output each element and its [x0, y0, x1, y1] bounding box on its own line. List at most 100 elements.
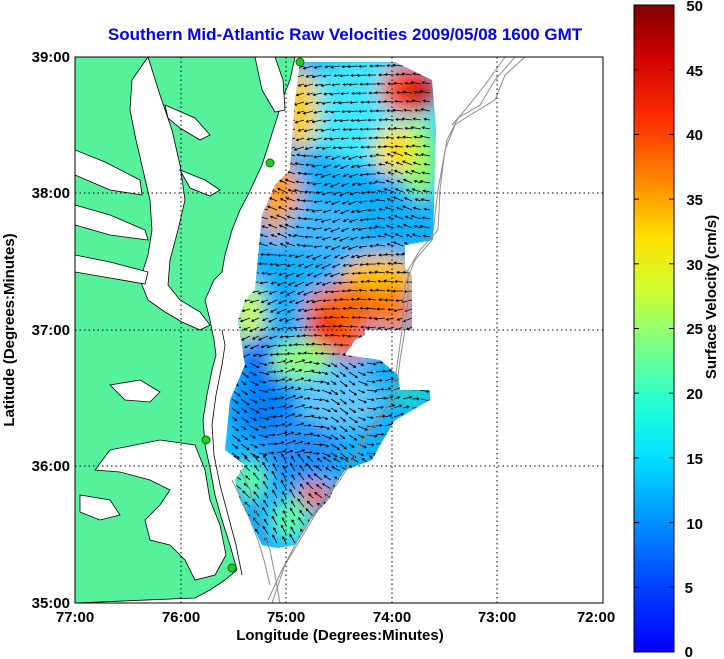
velocity-arrow: [272, 489, 278, 499]
velocity-arrow: [298, 83, 305, 87]
velocity-arrowhead: [339, 238, 343, 242]
velocity-arrow: [331, 466, 341, 472]
velocity-arrow: [331, 110, 341, 113]
velocity-arrow: [330, 416, 339, 423]
velocity-arrowhead: [331, 352, 335, 356]
velocity-arrowhead: [326, 381, 331, 385]
velocity-arrowhead: [353, 410, 357, 413]
velocity-arrow: [352, 182, 359, 186]
velocity-arrowhead: [331, 219, 336, 223]
velocity-arrowhead: [386, 198, 390, 201]
velocity-arrow: [384, 414, 392, 418]
velocity-arrow: [241, 335, 251, 341]
velocity-arrowhead: [304, 190, 308, 194]
velocity-arrow: [334, 209, 341, 213]
velocity-arrow: [262, 462, 269, 472]
velocity-arrow: [396, 92, 404, 94]
velocity-arrowhead: [299, 509, 303, 513]
velocity-arrowhead: [377, 326, 381, 330]
velocity-arrow: [303, 361, 312, 364]
velocity-arrow: [323, 299, 332, 302]
velocity-arrow: [393, 413, 404, 418]
velocity-arrow: [357, 316, 368, 319]
velocity-arrowhead: [316, 502, 320, 506]
velocity-arrowhead: [349, 325, 353, 329]
velocity-arrowhead: [320, 174, 324, 178]
colorbar-tick-label: 30: [686, 257, 703, 274]
velocity-arrowhead: [252, 308, 256, 312]
velocity-arrow: [330, 182, 341, 188]
velocity-arrow: [252, 498, 260, 508]
velocity-arrowhead: [299, 528, 303, 532]
velocity-arrow: [368, 254, 377, 257]
velocity-arrow: [343, 263, 350, 267]
velocity-arrow: [349, 146, 359, 149]
velocity-arrow: [350, 119, 359, 121]
velocity-arrowhead: [262, 506, 266, 511]
velocity-arrow: [330, 452, 338, 458]
velocity-arrow: [289, 489, 296, 499]
velocity-arrowhead: [297, 171, 301, 175]
velocity-arrow: [414, 180, 422, 184]
velocity-arrow: [244, 344, 251, 348]
velocity-arrowhead: [284, 274, 289, 278]
velocity-arrowhead: [330, 247, 335, 251]
velocity-arrowhead: [387, 82, 391, 86]
velocity-arrowhead: [384, 206, 388, 210]
velocity-arrow: [262, 317, 269, 321]
velocity-arrowhead: [342, 82, 346, 86]
velocity-arrow: [357, 254, 368, 258]
velocity-arrowhead: [305, 283, 309, 286]
velocity-arrowhead: [341, 156, 346, 160]
velocity-arrow: [368, 298, 377, 301]
velocity-arrow: [272, 534, 278, 544]
velocity-arrow: [304, 263, 314, 269]
velocity-arrow: [294, 101, 305, 106]
velocity-arrowhead: [342, 391, 346, 395]
velocity-arrow: [302, 335, 314, 337]
velocity-arrow: [357, 434, 365, 439]
velocity-arrow: [259, 308, 269, 314]
velocity-arrow: [231, 443, 238, 449]
velocity-arrow: [378, 326, 386, 329]
velocity-arrow: [243, 326, 251, 331]
velocity-arrow: [295, 119, 305, 123]
velocity-arrowhead: [323, 183, 327, 186]
velocity-arrowhead: [406, 405, 410, 409]
velocity-arrow: [244, 456, 251, 463]
velocity-arrowhead: [316, 361, 320, 366]
velocity-arrow: [321, 416, 328, 420]
velocity-arrowhead: [305, 163, 309, 167]
velocity-arrow: [296, 272, 305, 277]
velocity-arrow: [342, 128, 350, 131]
velocity-arrow: [394, 308, 404, 312]
velocity-arrow: [285, 413, 295, 418]
velocity-arrow: [258, 407, 267, 411]
velocity-arrow: [290, 526, 296, 535]
velocity-arrowhead: [422, 189, 426, 193]
velocity-arrow: [334, 119, 341, 122]
velocity-arrow: [298, 263, 305, 267]
velocity-arrowhead: [305, 342, 309, 346]
velocity-arrow: [303, 442, 311, 445]
velocity-arrow: [413, 207, 422, 211]
velocity-arrowhead: [378, 207, 382, 211]
velocity-arrow: [330, 92, 341, 95]
velocity-arrowhead: [358, 245, 362, 249]
velocity-arrowhead: [237, 393, 241, 397]
velocity-arrowhead: [298, 517, 302, 521]
velocity-arrowhead: [383, 188, 387, 192]
velocity-arrowhead: [404, 126, 408, 130]
velocity-arrowhead: [262, 461, 266, 466]
velocity-arrow: [249, 326, 260, 332]
velocity-arrowhead: [296, 334, 300, 338]
velocity-arrowhead: [242, 490, 246, 494]
velocity-arrowhead: [322, 456, 326, 460]
velocity-arrowhead: [325, 417, 329, 420]
velocity-arrowhead: [271, 406, 275, 410]
velocity-arrow: [331, 200, 341, 205]
velocity-arrowhead: [260, 345, 264, 349]
velocity-arrow: [276, 423, 285, 427]
velocity-arrowhead: [374, 91, 378, 95]
velocity-arrowhead: [342, 127, 346, 131]
